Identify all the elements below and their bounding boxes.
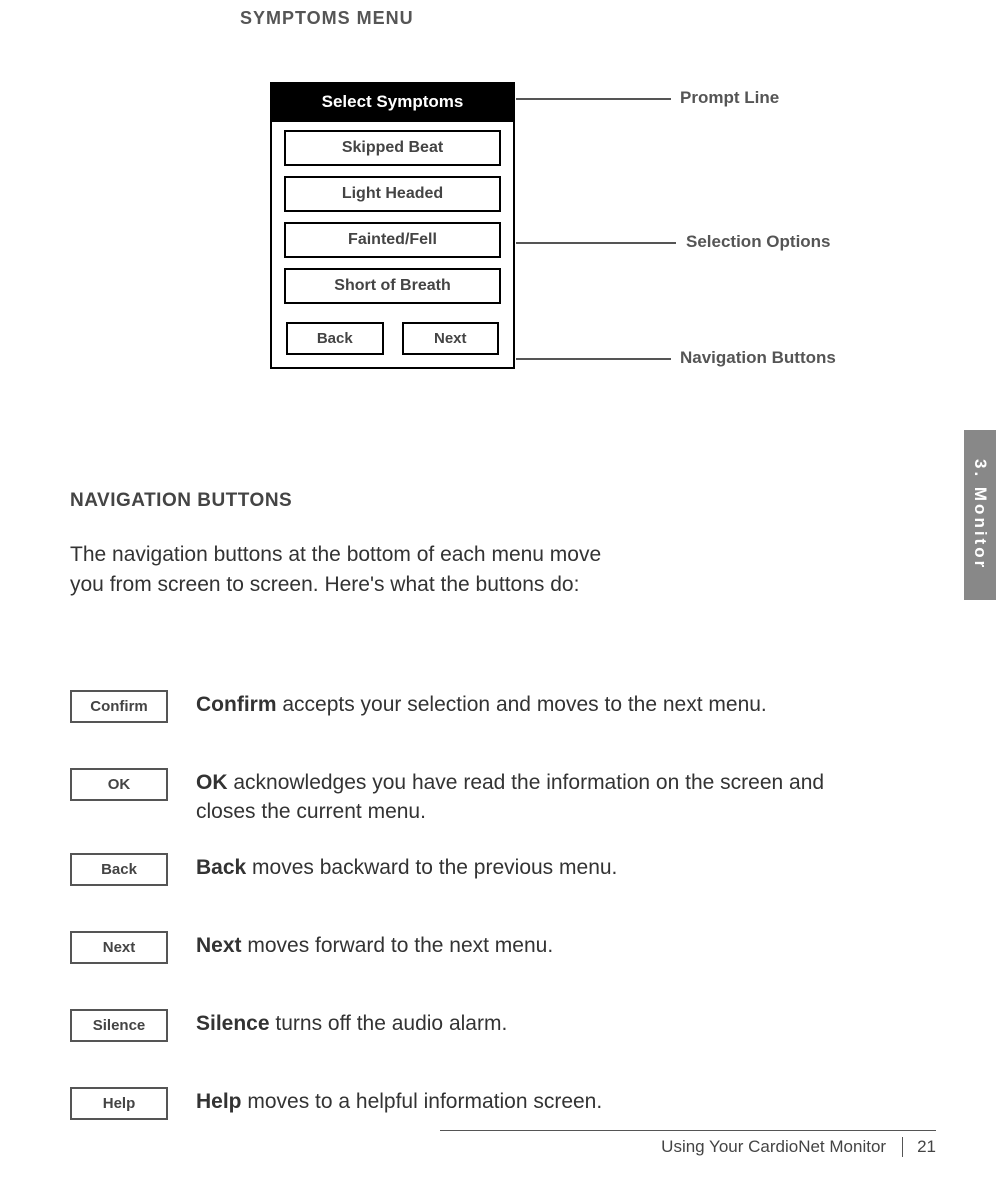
callout-navigation-buttons: Navigation Buttons: [680, 348, 836, 368]
desc-row-confirm: Confirm Confirm accepts your selection a…: [70, 690, 870, 742]
desc-text-next: Next moves forward to the next menu.: [196, 931, 870, 960]
callout-line-nav: [516, 358, 671, 360]
footer-title: Using Your CardioNet Monitor: [661, 1137, 886, 1157]
option-skipped-beat[interactable]: Skipped Beat: [284, 130, 501, 166]
section-heading: NAVIGATION BUTTONS: [70, 490, 292, 512]
footer: Using Your CardioNet Monitor 21: [440, 1130, 936, 1157]
desc-row-next: Next Next moves forward to the next menu…: [70, 931, 870, 983]
option-light-headed[interactable]: Light Headed: [284, 176, 501, 212]
side-tab-monitor: 3. Monitor: [964, 430, 996, 600]
prompt-line: Select Symptoms: [272, 84, 513, 122]
desc-text-confirm: Confirm accepts your selection and moves…: [196, 690, 870, 719]
symptoms-menu: Select Symptoms Skipped Beat Light Heade…: [270, 82, 515, 369]
desc-row-silence: Silence Silence turns off the audio alar…: [70, 1009, 870, 1061]
next-button-sample: Next: [70, 931, 168, 964]
next-button[interactable]: Next: [402, 322, 500, 355]
ok-button-sample: OK: [70, 768, 168, 801]
back-button-sample: Back: [70, 853, 168, 886]
silence-button-sample: Silence: [70, 1009, 168, 1042]
confirm-button-sample: Confirm: [70, 690, 168, 723]
help-button-sample: Help: [70, 1087, 168, 1120]
option-fainted-fell[interactable]: Fainted/Fell: [284, 222, 501, 258]
desc-text-back: Back moves backward to the previous menu…: [196, 853, 870, 882]
desc-row-back: Back Back moves backward to the previous…: [70, 853, 870, 905]
intro-text: The navigation buttons at the bottom of …: [70, 540, 630, 601]
callout-line-options: [516, 242, 676, 244]
nav-buttons-row: Back Next: [272, 318, 513, 367]
callout-selection-options: Selection Options: [686, 232, 831, 252]
option-short-of-breath[interactable]: Short of Breath: [284, 268, 501, 304]
desc-row-ok: OK OK acknowledges you have read the inf…: [70, 768, 870, 827]
back-button[interactable]: Back: [286, 322, 384, 355]
page-title: SYMPTOMS MENU: [240, 8, 414, 29]
desc-text-silence: Silence turns off the audio alarm.: [196, 1009, 870, 1038]
callout-line-prompt: [516, 98, 671, 100]
desc-text-ok: OK acknowledges you have read the inform…: [196, 768, 870, 827]
button-descriptions: Confirm Confirm accepts your selection a…: [70, 690, 870, 1165]
page-number: 21: [902, 1137, 936, 1157]
desc-text-help: Help moves to a helpful information scre…: [196, 1087, 870, 1116]
callout-prompt-line: Prompt Line: [680, 88, 779, 108]
selection-options: Skipped Beat Light Headed Fainted/Fell S…: [272, 122, 513, 318]
